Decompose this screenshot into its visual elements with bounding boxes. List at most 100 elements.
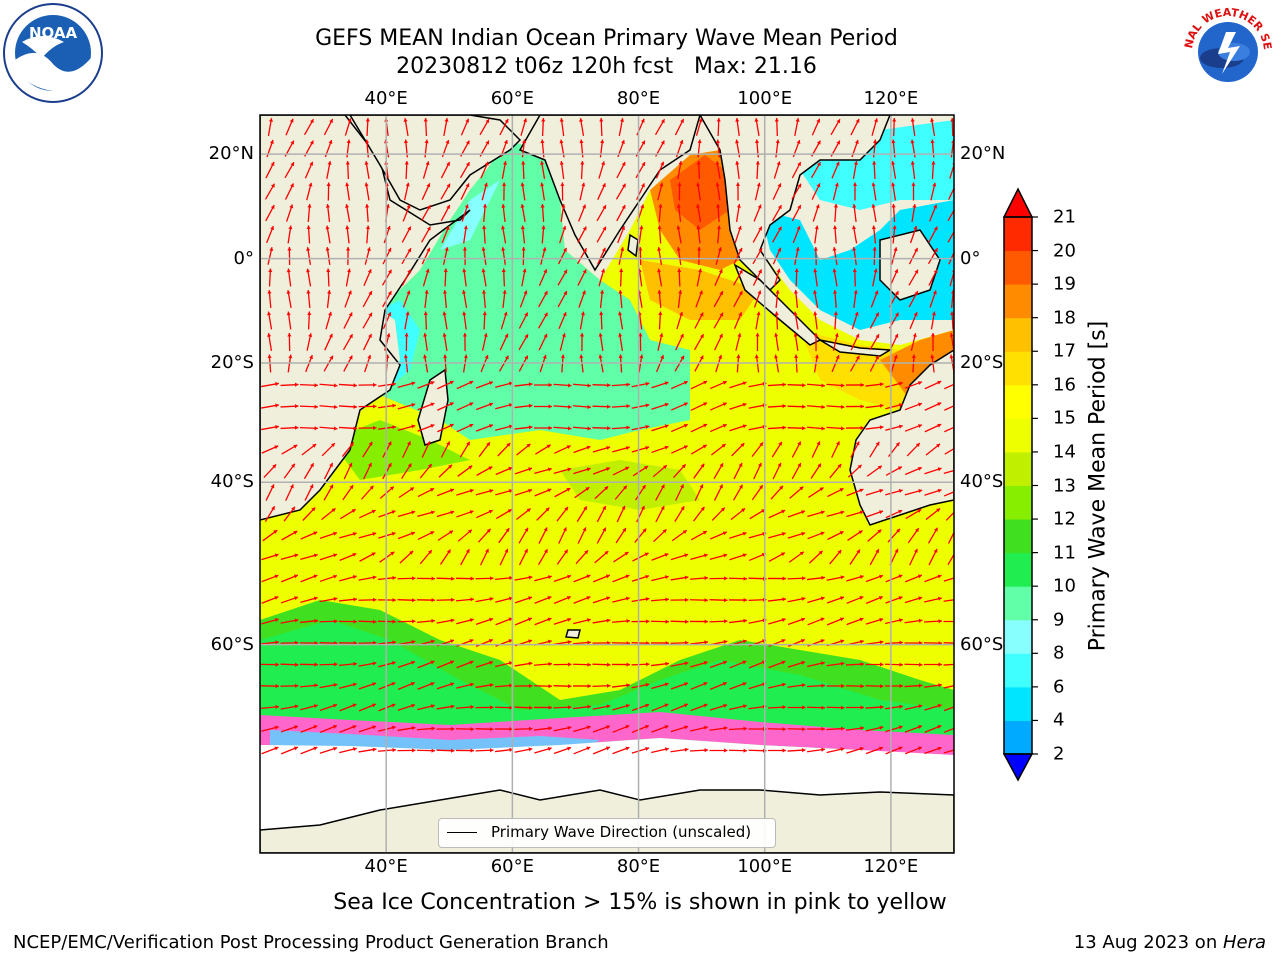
wave-direction-arrowhead	[626, 425, 630, 430]
wave-direction-arrowhead	[724, 748, 728, 753]
wave-direction-arrowhead	[334, 662, 338, 667]
wave-direction-arrowhead	[368, 333, 372, 338]
credit-machine: Hera	[1222, 932, 1266, 953]
wave-direction-arrowhead	[840, 747, 845, 752]
wave-direction-arrowhead	[840, 726, 845, 731]
wave-direction-arrowhead	[524, 527, 529, 532]
wave-direction-arrowhead	[936, 443, 941, 448]
wave-direction-arrow	[943, 642, 954, 644]
wave-direction-arrowhead	[430, 510, 435, 515]
wave-direction-arrowhead	[938, 662, 942, 667]
wave-direction-arrowhead	[910, 118, 915, 122]
wave-direction-arrowhead	[404, 333, 409, 337]
wave-direction-arrowhead	[638, 333, 643, 337]
wave-direction-arrowhead	[639, 354, 644, 359]
wave-direction-arrowhead	[314, 683, 318, 688]
wave-direction-arrowhead	[801, 510, 805, 515]
wave-direction-arrowhead	[464, 204, 469, 209]
wave-direction-arrowhead	[932, 290, 937, 295]
wave-direction-arrowhead	[879, 617, 884, 622]
wave-direction-arrowhead	[524, 355, 528, 360]
wave-direction-arrowhead	[641, 485, 646, 490]
wave-direction-arrowhead	[373, 640, 377, 645]
wave-direction-arrowhead	[444, 118, 449, 122]
wave-direction-arrowhead	[782, 382, 786, 387]
wave-direction-arrowhead	[307, 204, 312, 208]
wave-direction-arrowhead	[352, 575, 357, 580]
wave-direction-arrowhead	[618, 354, 623, 359]
wave-direction-arrowhead	[287, 333, 292, 337]
wave-direction-arrowhead	[896, 528, 901, 533]
colorbar-swatch	[1004, 519, 1032, 554]
wave-direction-arrowhead	[930, 333, 936, 337]
wave-direction-arrowhead	[367, 269, 372, 274]
wave-direction-arrowhead	[684, 553, 689, 558]
wave-direction-arrowhead	[353, 661, 357, 667]
wave-direction-arrowhead	[274, 725, 279, 730]
wave-direction-arrowhead	[683, 423, 688, 428]
wave-direction-arrowhead	[272, 464, 277, 469]
wave-direction-arrowhead	[777, 247, 782, 252]
wave-direction-arrowhead	[774, 354, 779, 359]
wave-direction-arrowhead	[365, 204, 370, 208]
wave-direction-arrowhead	[644, 466, 649, 470]
wave-direction-arrow	[943, 577, 954, 582]
wave-direction-arrowhead	[522, 268, 527, 273]
wave-direction-arrowhead	[854, 140, 859, 144]
wave-direction-arrowhead	[587, 383, 591, 388]
wave-direction-arrowhead	[345, 161, 350, 165]
wave-direction-arrowhead	[524, 548, 528, 553]
wave-direction-arrowhead	[488, 402, 493, 407]
wave-direction-arrowhead	[326, 268, 331, 273]
wave-direction-arrowhead	[606, 596, 611, 601]
wave-direction-arrowhead	[738, 484, 743, 489]
wave-direction-arrowhead	[431, 726, 435, 731]
legend-label: Primary Wave Direction (unscaled)	[491, 823, 752, 841]
wave-direction-arrowhead	[820, 510, 825, 515]
wave-direction-arrowhead	[411, 403, 416, 408]
wave-direction-arrowhead	[387, 291, 392, 296]
nws-logo: NATIONAL WEATHER SERVICE	[1178, 2, 1276, 100]
wave-direction-arrowhead	[917, 381, 922, 385]
wave-direction-arrowhead	[930, 354, 935, 359]
wave-direction-arrowhead	[547, 488, 552, 493]
wave-direction-arrowhead	[664, 725, 669, 730]
wave-direction-arrowhead	[619, 268, 624, 273]
wave-direction-arrowhead	[407, 248, 412, 253]
wave-direction-arrowhead	[547, 575, 552, 580]
wave-direction-arrowhead	[781, 660, 786, 665]
wave-direction-arrowhead	[528, 403, 533, 408]
colorbar-over-triangle	[1002, 187, 1034, 218]
wave-direction-arrowhead	[680, 506, 685, 511]
wave-direction-arrowhead	[703, 725, 708, 730]
wave-direction-arrowhead	[914, 247, 918, 252]
wave-direction-arrowhead	[645, 424, 650, 429]
lon-tick-bottom: 120°E	[863, 856, 919, 877]
colorbar-swatch	[1004, 720, 1032, 755]
wave-direction-arrowhead	[660, 161, 665, 166]
colorbar-tick-label: 6	[1053, 676, 1065, 698]
wave-direction-arrowhead	[781, 682, 786, 687]
wave-direction-arrowhead	[368, 291, 372, 296]
wave-direction-arrowhead	[462, 247, 467, 251]
wave-direction-arrowhead	[782, 727, 786, 732]
wave-direction-arrowhead	[509, 683, 513, 688]
wave-direction-arrowhead	[367, 354, 372, 359]
lon-tick-top: 120°E	[863, 88, 919, 109]
lat-tick-right: 40°S	[960, 471, 1004, 493]
wave-direction-arrowhead	[821, 383, 825, 388]
wave-direction-arrowhead	[702, 444, 707, 449]
wave-direction-arrowhead	[445, 226, 450, 231]
wave-direction-arrowhead	[737, 333, 742, 338]
wave-direction-arrowhead	[274, 574, 279, 579]
wave-direction-arrowhead	[836, 140, 840, 145]
wave-direction-arrowhead	[682, 530, 687, 534]
wave-direction-arrowhead	[742, 402, 747, 407]
wave-direction-arrowhead	[501, 247, 506, 251]
colorbar-tick-label: 13	[1053, 475, 1076, 496]
wave-direction-arrowhead	[950, 311, 954, 316]
colorbar-tick-label: 8	[1053, 642, 1065, 664]
wave-direction-arrowhead	[793, 333, 798, 337]
wave-direction-arrowhead	[275, 403, 279, 408]
wave-direction-arrowhead	[365, 225, 370, 230]
